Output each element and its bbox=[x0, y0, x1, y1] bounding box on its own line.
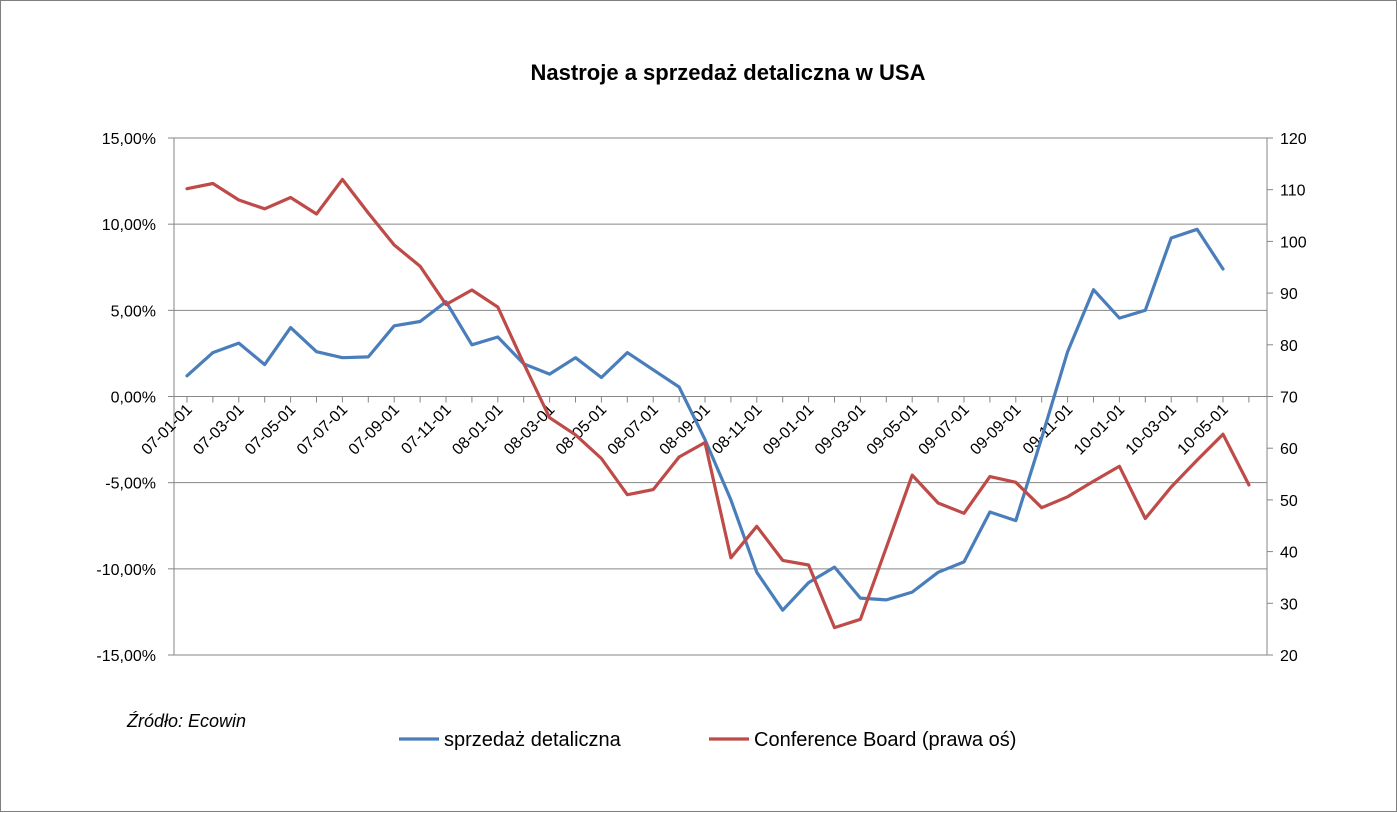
series-lines bbox=[185, 177, 1251, 630]
x-axis-tick-label: 09-05-01 bbox=[864, 401, 921, 458]
x-axis-tick-label: 08-07-01 bbox=[605, 401, 662, 458]
left-axis-tick-labels: 15,00% 10,00% 5,00% 0,00% -5,00% -10,00% -15,0… bbox=[96, 131, 156, 665]
left-axis-tick-label: -10,00% bbox=[96, 562, 156, 579]
left-axis-tick-label: 0,00% bbox=[111, 390, 156, 407]
x-axis-tick-label: 08-11-01 bbox=[709, 401, 766, 458]
right-axis-tick-label: 40 bbox=[1280, 545, 1298, 562]
x-axis-tick-label: 07-03-01 bbox=[190, 401, 247, 458]
source-note: Źródło: Ecowin bbox=[126, 711, 246, 731]
x-axis-tick-label: 08-01-01 bbox=[449, 401, 506, 458]
chart-title: Nastroje a sprzedaż detaliczna w USA bbox=[531, 60, 926, 85]
right-axis-tick-label: 70 bbox=[1280, 390, 1298, 407]
axes bbox=[168, 137, 1273, 656]
x-axis-tick-label: 08-05-01 bbox=[553, 401, 610, 458]
left-axis-tick-label: 10,00% bbox=[102, 217, 156, 234]
x-axis-tick-labels: 07-01-0107-03-0107-05-0107-07-0107-09-01… bbox=[139, 401, 1232, 458]
x-axis-tick-label: 07-05-01 bbox=[242, 401, 299, 458]
legend-item: Conference Board (prawa oś) bbox=[709, 729, 1016, 751]
x-axis-tick-label: 10-01-01 bbox=[1071, 401, 1128, 458]
x-axis-tick-label: 09-01-01 bbox=[760, 401, 817, 458]
legend: sprzedaż detaliczna Conference Board (pra… bbox=[399, 729, 1016, 751]
x-axis-tick-label: 10-03-01 bbox=[1123, 401, 1180, 458]
right-axis-tick-label: 50 bbox=[1280, 493, 1298, 510]
x-axis-tick-label: 07-07-01 bbox=[294, 401, 351, 458]
right-axis-tick-label: 100 bbox=[1280, 234, 1307, 251]
right-axis-tick-labels: 120 110 100 90 80 70 60 50 40 30 20 bbox=[1280, 131, 1307, 665]
left-axis-tick-label: -5,00% bbox=[105, 476, 156, 493]
right-axis-tick-label: 80 bbox=[1280, 338, 1298, 355]
right-axis-tick-label: 110 bbox=[1280, 183, 1306, 200]
x-axis-tick-label: 07-09-01 bbox=[346, 401, 403, 458]
legend-label: sprzedaż detaliczna bbox=[444, 729, 622, 751]
x-axis-tick-label: 07-11-01 bbox=[398, 401, 455, 458]
series-line-sprzedaz bbox=[185, 227, 1225, 612]
left-axis-tick-label: 5,00% bbox=[111, 303, 156, 320]
left-axis-tick-label: -15,00% bbox=[96, 648, 156, 665]
legend-label: Conference Board (prawa oś) bbox=[754, 729, 1016, 751]
x-axis-tick-label: 09-07-01 bbox=[916, 401, 973, 458]
gridlines bbox=[174, 137, 1267, 656]
left-axis-tick-label: 15,00% bbox=[102, 131, 156, 148]
right-axis-tick-label: 60 bbox=[1280, 441, 1298, 458]
x-axis-tick-label: 07-01-01 bbox=[139, 401, 196, 458]
series-line-conference-board bbox=[185, 177, 1251, 630]
right-axis-tick-label: 90 bbox=[1280, 286, 1298, 303]
right-axis-tick-label: 120 bbox=[1280, 131, 1307, 148]
x-axis-tick-label: 08-03-01 bbox=[501, 401, 558, 458]
right-axis-tick-label: 30 bbox=[1280, 596, 1298, 613]
right-axis-tick-label: 20 bbox=[1280, 648, 1298, 665]
x-axis-tick-label: 09-09-01 bbox=[967, 401, 1024, 458]
x-axis-tick-label: 09-03-01 bbox=[812, 401, 869, 458]
x-axis-tick-label: 09-11-01 bbox=[1020, 401, 1077, 458]
x-axis-tick-label: 10-05-01 bbox=[1175, 401, 1232, 458]
legend-item: sprzedaż detaliczna bbox=[399, 729, 622, 751]
